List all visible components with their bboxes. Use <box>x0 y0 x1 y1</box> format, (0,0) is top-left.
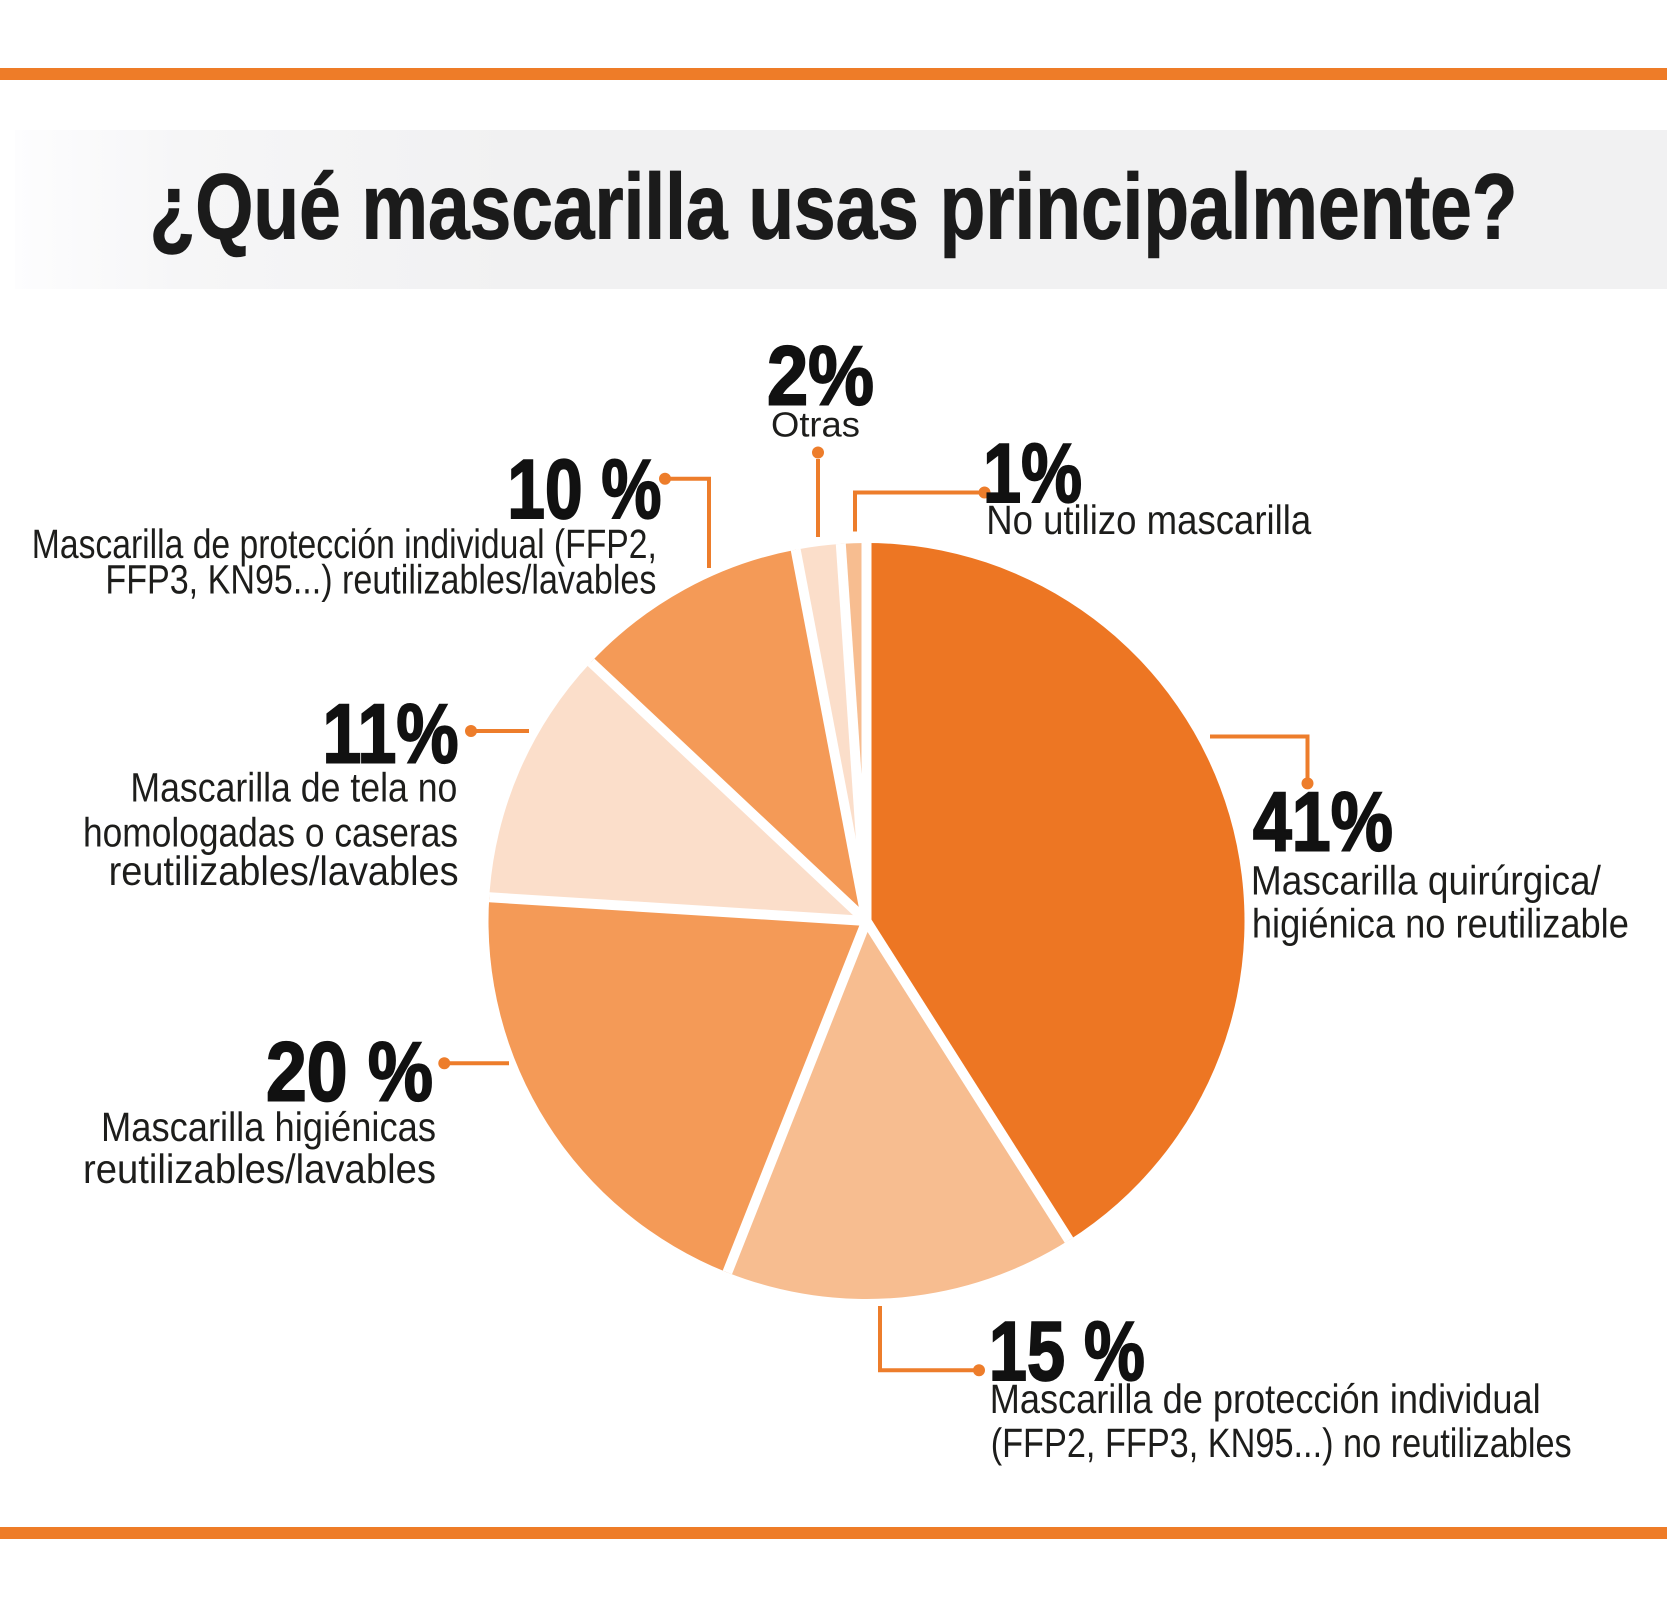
svg-text:No utilizo mascarilla: No utilizo mascarilla <box>986 497 1311 543</box>
svg-text:41%: 41% <box>1253 775 1393 869</box>
svg-text:1%: 1% <box>983 426 1082 520</box>
svg-text:20 %: 20 % <box>266 1024 433 1118</box>
svg-text:Mascarilla de tela no: Mascarilla de tela no <box>130 765 457 811</box>
svg-text:(FFP2, FFP3, KN95...) no reuti: (FFP2, FFP3, KN95...) no reutilizables <box>991 1420 1572 1466</box>
svg-text:higiénica no reutilizable: higiénica no reutilizable <box>1252 901 1629 947</box>
svg-text:Mascarilla quirúrgica/: Mascarilla quirúrgica/ <box>1251 858 1602 904</box>
svg-text:Mascarilla de protección indiv: Mascarilla de protección individual <box>990 1376 1541 1422</box>
svg-text:Mascarilla de protección indiv: Mascarilla de protección individual (FFP… <box>32 521 657 567</box>
svg-text:11%: 11% <box>323 686 459 780</box>
svg-text:2%: 2% <box>767 329 874 423</box>
svg-text:Otras: Otras <box>771 406 860 445</box>
svg-text:¿Qué mascarilla usas principal: ¿Qué mascarilla usas principalmente? <box>150 155 1518 259</box>
svg-text:homologadas o caseras: homologadas o caseras <box>83 809 458 855</box>
svg-text:Mascarilla higiénicas: Mascarilla higiénicas <box>101 1104 436 1150</box>
svg-text:FFP3, KN95...) reutilizables/l: FFP3, KN95...) reutilizables/lavables <box>105 557 656 603</box>
svg-text:reutilizables/lavables: reutilizables/lavables <box>83 1146 436 1192</box>
svg-text:15 %: 15 % <box>989 1304 1145 1398</box>
svg-text:10 %: 10 % <box>507 442 661 536</box>
svg-text:reutilizables/lavables: reutilizables/lavables <box>109 848 459 894</box>
